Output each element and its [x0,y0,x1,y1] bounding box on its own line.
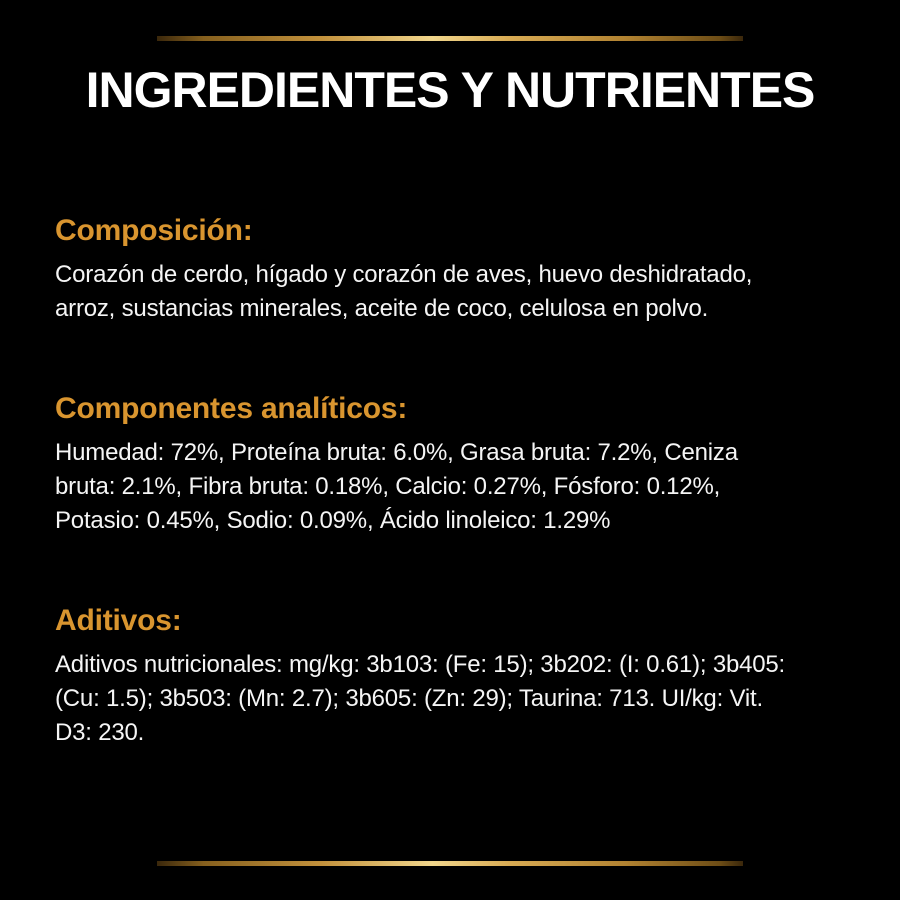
top-gold-divider [157,36,743,41]
section-composicion: Composición: Corazón de cerdo, hígado y … [55,212,855,326]
section-aditivos-line-1: Aditivos nutricionales: mg/kg: 3b103: (F… [55,651,786,678]
section-componentes-line-2: bruta: 2.1%, Fibra bruta: 0.18%, Calcio:… [55,473,721,500]
section-componentes-line-1: Humedad: 72%, Proteína bruta: 6.0%, Gras… [55,439,738,466]
section-aditivos: Aditivos: Aditivos nutricionales: mg/kg:… [55,602,855,750]
section-componentes-heading: Componentes analíticos: [55,392,408,425]
bottom-gold-divider [157,861,743,866]
section-composicion-heading: Composición: [55,214,253,247]
section-composicion-line-2: arroz, sustancias minerales, aceite de c… [55,295,709,322]
page-title: INGREDIENTES Y NUTRIENTES [85,62,816,118]
section-composicion-line-1: Corazón de cerdo, hígado y corazón de av… [55,261,753,288]
content: Composición: Corazón de cerdo, hígado y … [55,212,855,750]
section-aditivos-line-3: D3: 230. [55,719,145,746]
section-aditivos-line-2: (Cu: 1.5); 3b503: (Mn: 2.7); 3b605: (Zn:… [55,685,763,712]
section-componentes-line-3: Potasio: 0.45%, Sodio: 0.09%, Ácido lino… [55,507,611,534]
section-componentes-analiticos: Componentes analíticos: Humedad: 72%, Pr… [55,390,855,538]
section-aditivos-heading: Aditivos: [55,604,182,637]
